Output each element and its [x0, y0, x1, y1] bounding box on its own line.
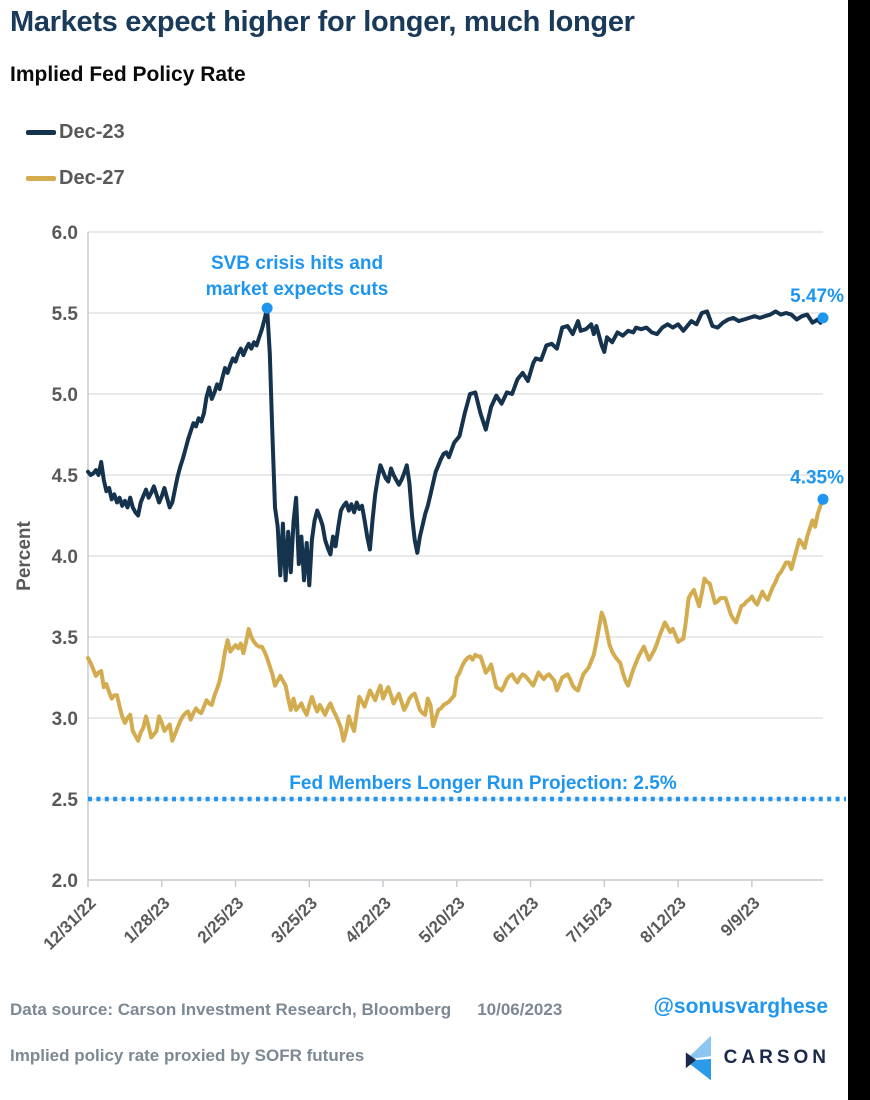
y-tick-label: 2.0 [52, 871, 78, 892]
dec-23-line [86, 306, 825, 588]
y-tick-label: 5.0 [52, 385, 78, 406]
dec-27-line [86, 497, 825, 743]
y-axis-title: Percent [14, 520, 35, 590]
legend: Dec-23 Dec-27 [26, 120, 125, 212]
legend-label-dec27: Dec-27 [59, 166, 125, 189]
page-title: Markets expect higher for longer, much l… [10, 6, 635, 38]
dec-27-end-value-label: 4.35% [790, 467, 844, 488]
x-tick-label: 8/12/23 [636, 893, 690, 947]
x-tick-label: 6/17/23 [489, 893, 543, 947]
svb-peak-marker [261, 302, 273, 314]
svb-annotation-line-2: market expects cuts [206, 279, 389, 300]
data-source: Data source: Carson Investment Research,… [10, 1000, 562, 1020]
data-source-text: Data source: Carson Investment Research,… [10, 1000, 452, 1019]
y-tick-label: 3.0 [52, 709, 78, 730]
legend-label-dec23: Dec-23 [59, 120, 125, 143]
chart-title: Implied Fed Policy Rate [10, 63, 246, 86]
dec-23-end-value-label: 5.47% [790, 286, 844, 307]
carson-logo-text: CARSON [723, 1047, 830, 1068]
dec-23-end-marker [817, 312, 829, 324]
dec27-line-swatch [26, 175, 56, 181]
y-tick-label: 3.5 [52, 628, 79, 649]
dec23-line-swatch [26, 129, 56, 135]
x-tick-label: 3/25/23 [268, 893, 322, 947]
x-tick-label: 1/28/23 [120, 893, 174, 947]
y-tick-label: 6.0 [52, 223, 78, 244]
dec-27-end-marker [817, 493, 829, 505]
x-tick-label: 7/15/23 [563, 893, 617, 947]
x-tick-label: 5/20/23 [415, 893, 469, 947]
legend-item-dec23: Dec-23 [26, 120, 125, 144]
social-handle[interactable]: @sonusvarghese [653, 995, 828, 1018]
right-black-border [848, 0, 870, 1100]
y-tick-label: 2.5 [52, 790, 79, 811]
carson-logo-icon [685, 1035, 711, 1081]
x-tick-label: 2/25/23 [194, 893, 248, 947]
implied-fed-policy-rate-chart: 6.0 5.5 5.0 4.5 4.0 3.5 3.0 2.5 2.012/31/22 1/28/… [14, 223, 846, 954]
x-tick-label: 12/31/22 [40, 893, 100, 953]
fed-longer-run-projection-label: Fed Members Longer Run Projection: 2.5% [289, 773, 677, 794]
x-tick-label: 4/22/23 [341, 893, 395, 947]
svb-annotation-line-1: SVB crisis hits and [211, 253, 383, 274]
chart-date: 10/06/2023 [477, 1000, 563, 1019]
x-tick-label: 9/9/23 [717, 893, 764, 940]
y-tick-label: 4.0 [52, 547, 78, 568]
carson-logo: CARSON [683, 1035, 830, 1081]
legend-item-dec27: Dec-27 [26, 166, 125, 190]
footnote: Implied policy rate proxied by SOFR futu… [10, 1046, 365, 1065]
y-tick-label: 4.5 [52, 466, 79, 487]
y-tick-label: 5.5 [52, 304, 79, 325]
